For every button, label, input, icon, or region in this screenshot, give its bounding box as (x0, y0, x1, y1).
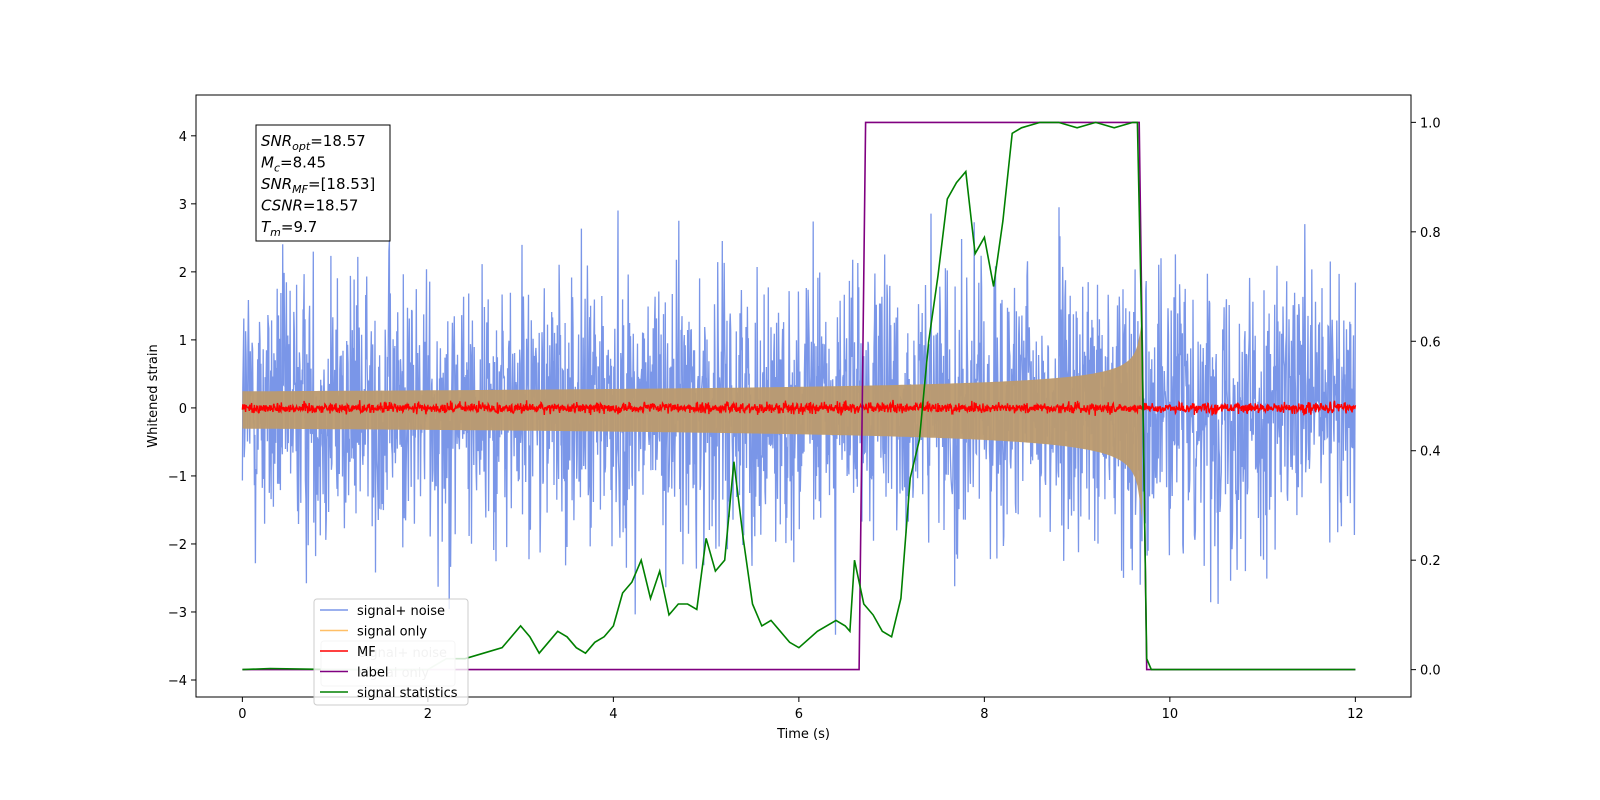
y-tick-label: 0 (179, 402, 187, 417)
x-tick-label: 4 (609, 707, 617, 722)
y-tick-label: −3 (168, 606, 187, 621)
legend-label: signal statistics (357, 686, 458, 701)
stats-annotation-box: SNRopt=18.57Mc=8.45SNRMF=[18.53]CSNR=18.… (255, 124, 391, 242)
legend-frame (313, 598, 469, 706)
y-tick-label: 3 (179, 198, 187, 213)
y-tick-label: 2 (179, 266, 187, 281)
y-tick-label: −2 (168, 538, 187, 553)
x-tick-label: 8 (980, 707, 988, 722)
annotation-line: Tm=9.7 (261, 218, 317, 239)
series-mf (241, 399, 1357, 416)
y-tick-label: −1 (168, 470, 187, 485)
annotation-frame (255, 124, 391, 242)
y2-tick-label: 0.4 (1420, 445, 1441, 460)
x-tick-label: 10 (1162, 707, 1179, 722)
y2-tick-label: 1.0 (1420, 116, 1441, 131)
y2-tick-label: 0.0 (1420, 664, 1441, 679)
axes-frame (195, 94, 1412, 698)
plot-area (241, 121, 1357, 671)
annotation-line: SNRopt=18.57 (261, 132, 366, 153)
y-axis-right: 0.0 0.2 0.4 0.6 0.8 1.0 (1411, 116, 1441, 679)
legend-label: MF (357, 645, 376, 660)
x-axis-label: Time (s) (776, 727, 830, 742)
series-signal-statistics (242, 121, 1356, 671)
y-tick-label: −4 (168, 674, 187, 689)
x-tick-label: 0 (238, 707, 246, 722)
annotation-line: CSNR=18.57 (261, 197, 358, 215)
annotation-line: SNRMF=[18.53] (261, 175, 375, 196)
series-signal-only (242, 319, 1142, 519)
x-tick-label: 2 (424, 707, 432, 722)
y2-tick-label: 0.8 (1420, 226, 1441, 241)
x-axis: 0 2 4 6 8 10 12 (238, 697, 1364, 722)
legend-label: signal only (357, 625, 427, 640)
y-tick-label: 1 (179, 334, 187, 349)
x-tick-label: 12 (1347, 707, 1364, 722)
y-axis-left: −4 −3 −2 −1 0 1 2 3 4 (168, 130, 196, 689)
x-tick-label: 6 (795, 707, 803, 722)
y2-tick-label: 0.2 (1420, 554, 1441, 569)
legend-label: signal+ noise (357, 604, 445, 619)
y-axis-label: Whitened strain (146, 344, 161, 447)
annotation-line: Mc=8.45 (261, 154, 326, 175)
y2-tick-label: 0.6 (1420, 335, 1441, 350)
legend-label: label (357, 666, 388, 681)
y-tick-label: 4 (179, 130, 187, 145)
